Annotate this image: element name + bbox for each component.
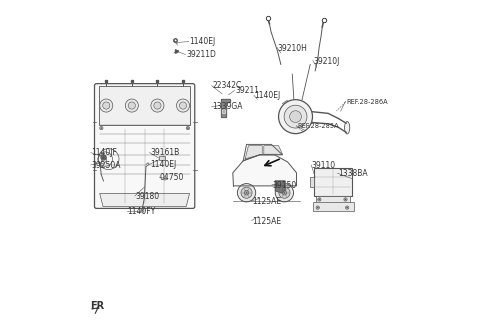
Bar (313, 202, 354, 211)
Circle shape (345, 199, 346, 200)
Text: 1140FY: 1140FY (127, 207, 156, 216)
Bar (314, 168, 352, 196)
Text: 39110: 39110 (312, 161, 336, 170)
Text: 39210H: 39210H (277, 44, 307, 52)
Text: 1338BA: 1338BA (338, 169, 368, 178)
Circle shape (244, 191, 249, 195)
Circle shape (284, 105, 307, 128)
Circle shape (141, 209, 144, 212)
Circle shape (318, 198, 321, 201)
Circle shape (347, 207, 348, 208)
Text: 39161B: 39161B (150, 148, 180, 157)
Circle shape (319, 199, 320, 200)
Text: 39210J: 39210J (313, 57, 340, 66)
Circle shape (100, 127, 103, 130)
Text: 39250A: 39250A (91, 161, 121, 170)
Text: REF.28-285A: REF.28-285A (297, 123, 339, 130)
Polygon shape (233, 155, 297, 186)
Circle shape (103, 102, 110, 109)
Circle shape (317, 207, 318, 208)
Text: 1140EJ: 1140EJ (190, 37, 216, 46)
Text: 1140EJ: 1140EJ (255, 91, 281, 100)
Text: 1125AE: 1125AE (252, 217, 282, 226)
Text: 39211: 39211 (235, 86, 259, 95)
FancyBboxPatch shape (95, 84, 195, 208)
Circle shape (241, 187, 252, 198)
Circle shape (177, 99, 190, 112)
Circle shape (180, 102, 187, 109)
Circle shape (128, 102, 135, 109)
Circle shape (186, 127, 190, 130)
Text: 39180: 39180 (135, 192, 160, 201)
Circle shape (278, 100, 312, 133)
Polygon shape (275, 181, 285, 193)
Circle shape (316, 206, 319, 209)
Bar (310, 177, 314, 187)
Text: 22342C: 22342C (212, 81, 241, 90)
Circle shape (187, 127, 189, 129)
Bar (159, 156, 165, 160)
Circle shape (125, 99, 138, 112)
Circle shape (100, 99, 113, 112)
Circle shape (142, 210, 143, 212)
Ellipse shape (345, 122, 350, 134)
Bar (99, 86, 190, 126)
Circle shape (154, 102, 161, 109)
Text: FR: FR (90, 301, 104, 311)
Text: REF.28-286A: REF.28-286A (346, 99, 388, 105)
Circle shape (346, 206, 349, 209)
Circle shape (289, 111, 301, 123)
Circle shape (164, 178, 166, 179)
Circle shape (238, 184, 256, 202)
Text: 39150: 39150 (273, 181, 297, 190)
Text: 1125AE: 1125AE (252, 197, 282, 206)
Polygon shape (245, 146, 262, 159)
Circle shape (275, 184, 294, 202)
Circle shape (101, 127, 102, 129)
Circle shape (279, 187, 290, 198)
Polygon shape (221, 99, 230, 117)
Text: 1140EJ: 1140EJ (150, 160, 177, 170)
Circle shape (163, 177, 167, 180)
Circle shape (222, 110, 226, 114)
Circle shape (344, 198, 347, 201)
Polygon shape (264, 146, 282, 154)
Polygon shape (100, 194, 190, 206)
Text: 39211D: 39211D (186, 50, 216, 59)
Text: 04750: 04750 (160, 173, 184, 182)
Text: 1339GA: 1339GA (212, 102, 243, 111)
Circle shape (282, 191, 287, 195)
Circle shape (151, 99, 164, 112)
Polygon shape (243, 144, 282, 161)
Text: 1140JF: 1140JF (91, 148, 117, 157)
Bar (316, 196, 350, 203)
